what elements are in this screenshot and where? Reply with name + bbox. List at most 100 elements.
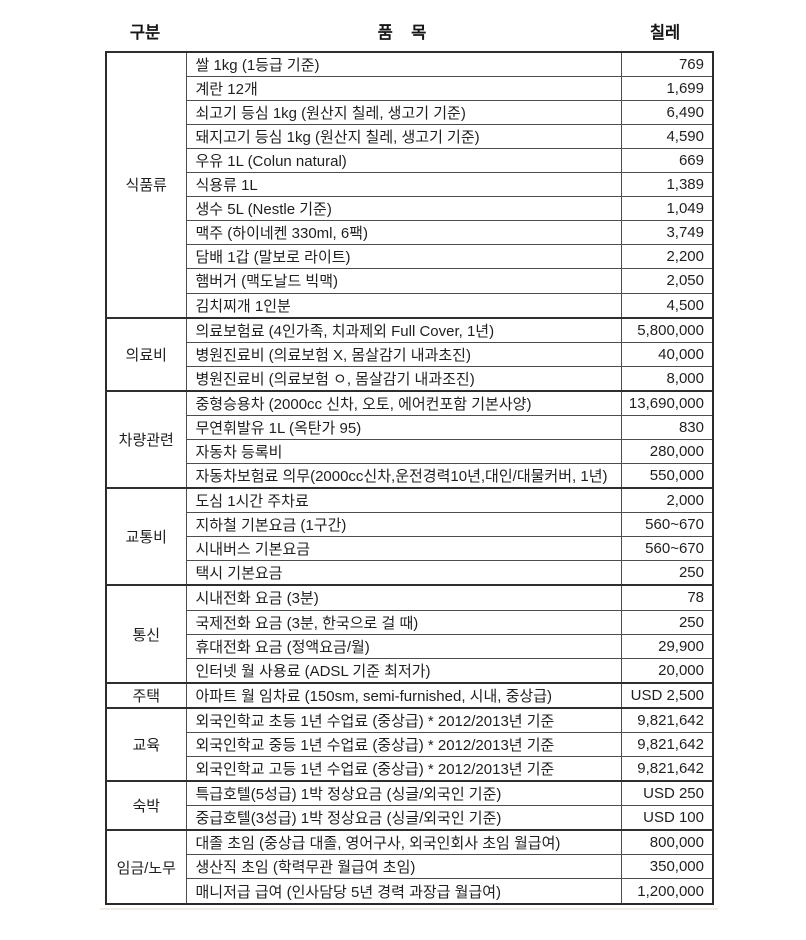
value-cell: 2,200 [620,244,714,270]
column-header-category: 구분 [129,24,161,42]
value-cell: 769 [620,51,714,78]
value-cell: 2,050 [620,268,714,294]
item-cell: 쇠고기 등심 1kg (원산지 칠레, 생고기 기준) [185,100,622,126]
item-cell: 시내전화 요금 (3분) [185,584,622,611]
value-cell: 6,490 [620,100,714,126]
item-cell: 외국인학교 고등 1년 수업료 (중상급) * 2012/2013년 기준 [185,755,622,782]
value-cell: 669 [620,148,714,174]
table-row: 병원진료비 (의료보험 X, 몸살감기 내과초진) 40,000 [106,341,714,367]
item-cell: 택시 기본요금 [185,560,622,586]
value-cell: 9,821,642 [620,755,714,782]
table-row: 의료비 의료보험료 (4인가족, 치과제외 Full Cover, 1년) 5,80… [105,316,714,392]
table-row: 차량관련 중형승용차 (2000cc 신차, 오토, 에어컨포함 기본사양) 13,… [105,389,714,489]
item-cell: 김치찌개 1인분 [185,292,622,319]
table-row: 쇠고기 등심 1kg (원산지 칠레, 생고기 기준) 6,490 [106,100,714,126]
value-cell: USD 2,500 [620,681,714,709]
table-row: 교육 외국인학교 초등 1년 수업료 (중상급) * 2012/2013년 기준 9… [105,706,714,782]
category-cell: 임금/노무 [105,829,187,905]
value-cell: 5,800,000 [620,316,714,343]
item-cell: 돼지고기 등심 1kg (원산지 칠레, 생고기 기준) [185,124,622,150]
item-cell: 외국인학교 초등 1년 수업료 (중상급) * 2012/2013년 기준 [185,706,622,733]
value-cell: 1,389 [620,172,714,198]
value-cell: 9,821,642 [620,706,714,733]
table-row: 식품류 쌀 1kg (1등급 기준) 769 [105,51,714,319]
table-row: 햄버거 (맥도날드 빅맥) 2,050 [106,268,714,294]
value-cell: 800,000 [620,829,714,856]
value-cell: 1,049 [620,196,714,222]
item-cell: 인터넷 월 사용료 (ADSL 기준 최저가) [185,657,622,684]
item-cell: 계란 12개 [185,76,622,102]
value-cell: 560~670 [620,536,714,562]
value-cell: 78 [620,584,714,611]
table-row: 우유 1L (Colun natural) 669 [106,148,714,174]
category-cell: 숙박 [105,780,187,831]
table-row: 통신 시내전화 요금 (3분) 78 [105,584,714,684]
value-cell: USD 100 [620,805,714,831]
item-cell: 생산직 초임 (학력무관 월급여 초임) [185,854,622,880]
value-cell: 1,699 [620,76,714,102]
table-row: 담배 1갑 (말보로 라이트) 2,200 [106,244,714,270]
table-row: 중급호텔(3성급) 1박 정상요금 (싱글/외국인 기준) USD 100 [106,805,714,831]
table-row: 생산직 초임 (학력무관 월급여 초임) 350,000 [106,854,714,880]
item-cell: 무연휘발유 1L (옥탄가 95) [185,414,622,440]
table-row: 시내버스 기본요금 560~670 [106,536,714,562]
table-row: 무연휘발유 1L (옥탄가 95) 830 [106,414,714,440]
price-table-body: 식품류 쌀 1kg (1등급 기준) 769 계란 12개 1,699 쇠고기 등심 1k… [105,51,714,905]
column-header-item: 품 목 [377,24,427,42]
item-cell: 아파트 월 임차료 (150sm, semi-furnished, 시내, 중상… [185,681,622,709]
table-row: 돼지고기 등심 1kg (원산지 칠레, 생고기 기준) 4,590 [106,124,714,150]
item-cell: 중형승용차 (2000cc 신차, 오토, 에어컨포함 기본사양) [185,389,622,416]
table-row: 매니저급 급여 (인사담당 5년 경력 과장급 월급여) 1,200,000 [106,878,714,905]
item-cell: 도심 1시간 주차료 [185,487,622,514]
item-cell: 자동차 등록비 [185,438,622,465]
value-cell: 29,900 [620,633,714,659]
item-cell: 자동차보험료 의무(2000cc신차,운전경력10년,대인/대물커버, 1년) [185,463,622,489]
item-cell: 의료보험료 (4인가족, 치과제외 Full Cover, 1년) [185,316,622,343]
value-cell: 3,749 [620,220,714,246]
value-cell: 280,000 [620,438,714,465]
value-cell: 40,000 [620,341,714,367]
value-cell: 2,000 [620,487,714,514]
item-cell: 중급호텔(3성급) 1박 정상요금 (싱글/외국인 기준) [185,805,622,831]
category-cell: 주택 [105,681,187,709]
table-row: 계란 12개 1,699 [106,76,714,102]
table-row: 생수 5L (Nestle 기준) 1,049 [106,196,714,222]
value-cell: 1,200,000 [620,878,714,905]
item-cell: 대졸 초임 (중상급 대졸, 영어구사, 외국인회사 초임 월급여) [185,829,622,856]
table-row: 맥주 (하이네켄 330ml, 6팩) 3,749 [106,220,714,246]
item-cell: 지하철 기본요금 (1구간) [185,512,622,538]
value-cell: 830 [620,414,714,440]
category-cell: 교통비 [105,487,187,586]
table-row: 자동차 등록비 280,000 [106,438,714,465]
table-row: 외국인학교 고등 1년 수업료 (중상급) * 2012/2013년 기준 9,8… [106,755,714,782]
item-cell: 생수 5L (Nestle 기준) [185,196,622,222]
item-cell: 휴대전화 요금 (정액요금/월) [185,633,622,659]
item-cell: 담배 1갑 (말보로 라이트) [185,244,622,270]
table-row: 숙박 특급호텔(5성급) 1박 정상요금 (싱글/외국인 기준) USD 250 [105,780,714,831]
item-cell: 쌀 1kg (1등급 기준) [185,51,622,78]
price-table: 식품류 쌀 1kg (1등급 기준) 769 계란 12개 1,699 쇠고기 등심 1k… [105,51,714,905]
category-cell: 식품류 [105,51,187,319]
table-row: 인터넷 월 사용료 (ADSL 기준 최저가) 20,000 [106,657,714,684]
value-cell: 550,000 [620,463,714,489]
value-cell: 350,000 [620,854,714,880]
value-cell: 250 [620,560,714,586]
value-cell: 250 [620,609,714,635]
value-cell: 8,000 [620,365,714,392]
table-row: 국제전화 요금 (3분, 한국으로 걸 때) 250 [106,609,714,635]
category-cell: 차량관련 [105,389,187,489]
item-cell: 외국인학교 중등 1년 수업료 (중상급) * 2012/2013년 기준 [185,731,622,757]
table-row: 지하철 기본요금 (1구간) 560~670 [106,512,714,538]
item-cell: 햄버거 (맥도날드 빅맥) [185,268,622,294]
table-row: 김치찌개 1인분 4,500 [106,292,714,319]
item-cell: 식용류 1L [185,172,622,198]
value-cell: 560~670 [620,512,714,538]
item-cell: 병원진료비 (의료보험 ㅇ, 몸살감기 내과조진) [185,365,622,392]
table-row: 교통비 도심 1시간 주차료 2,000 [105,487,714,586]
value-cell: USD 250 [620,780,714,807]
category-cell: 의료비 [105,316,187,392]
value-cell: 4,500 [620,292,714,319]
item-cell: 국제전화 요금 (3분, 한국으로 걸 때) [185,609,622,635]
item-cell: 시내버스 기본요금 [185,536,622,562]
item-cell: 매니저급 급여 (인사담당 5년 경력 과장급 월급여) [185,878,622,905]
